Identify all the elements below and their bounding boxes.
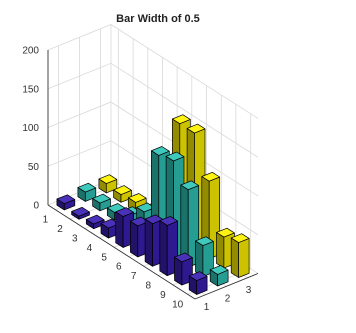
- z-tick-label: 200: [22, 46, 39, 57]
- bar-top-face: [201, 171, 221, 182]
- column-axis-line: [194, 273, 259, 300]
- bar-row-2-col-1: [71, 206, 90, 220]
- row-tick-label: 8: [146, 281, 152, 292]
- bar-top-face: [159, 216, 179, 226]
- bar-row-10-col-3: [230, 233, 250, 278]
- bar-side-face: [216, 232, 225, 269]
- bar-top-face: [180, 180, 200, 191]
- bar-top-face: [172, 114, 191, 125]
- bar-top-face: [186, 123, 206, 134]
- bar-side-face: [195, 240, 204, 277]
- bar-row-3-col-1: [85, 214, 105, 230]
- row-gridline: [55, 29, 119, 211]
- row-tick-label: 1: [43, 215, 49, 226]
- bar-top-face: [85, 214, 105, 225]
- chart-title: Bar Width of 0.5: [116, 13, 200, 25]
- bar-side-face: [159, 220, 168, 277]
- bar-top-face: [127, 193, 147, 203]
- bar-top-face: [188, 271, 208, 281]
- bar-top-face: [56, 194, 76, 205]
- z-tick-label: 0: [33, 201, 39, 212]
- z-tick-label: 50: [28, 162, 40, 173]
- bar-row-9-col-2: [195, 236, 214, 277]
- bar-top-face: [151, 146, 170, 156]
- row-gridline: [69, 38, 134, 220]
- bar-top-face: [209, 265, 229, 275]
- bar-top-face: [216, 227, 235, 238]
- bar-row-1-col-1: [56, 194, 76, 211]
- bar-row-1-col-3: [98, 174, 118, 194]
- bar-row-7-col-1: [144, 214, 164, 267]
- column-tick-label: 1: [204, 302, 210, 313]
- bar-side-face: [115, 211, 124, 248]
- row-gridline: [187, 113, 252, 295]
- bar-top-face: [113, 185, 132, 195]
- row-tick-label: 2: [57, 224, 63, 235]
- row-tick-label: 7: [131, 271, 137, 282]
- row-axis-line: [47, 204, 196, 300]
- bar-top-face: [115, 207, 134, 217]
- bar-top-face: [195, 236, 214, 246]
- z-tick-label: 100: [22, 123, 39, 134]
- bar-row-2-col-2: [92, 193, 111, 212]
- bar-top-face: [92, 193, 111, 204]
- bar-top-face: [230, 233, 250, 243]
- bar-row-10-col-1: [188, 271, 208, 295]
- bar-row-6-col-1: [130, 216, 149, 258]
- bar-row-2-col-3: [113, 185, 132, 203]
- row-tick-label: 5: [101, 252, 107, 263]
- column-tick-label: 2: [225, 293, 231, 304]
- bars-layer: [56, 114, 250, 295]
- column-tick-label: 3: [246, 285, 252, 296]
- bar-front-face: [238, 238, 250, 278]
- bar-top-face: [71, 206, 90, 217]
- row-tick-label: 6: [116, 262, 122, 273]
- bar-top-face: [174, 252, 193, 263]
- bar-top-face: [77, 182, 97, 193]
- bar-side-face: [230, 237, 239, 278]
- bar-row-10-col-2: [209, 265, 229, 287]
- row-tick-label: 9: [160, 290, 166, 301]
- row-tick-label: 10: [172, 299, 184, 310]
- z-tick-label: 150: [22, 84, 39, 95]
- row-tick-label: 3: [72, 234, 78, 245]
- bar-side-face: [144, 218, 153, 267]
- row-tick-label: 4: [87, 243, 93, 254]
- bar-top-face: [165, 151, 185, 162]
- bar-side-face: [130, 220, 139, 258]
- bar-top-face: [98, 174, 118, 184]
